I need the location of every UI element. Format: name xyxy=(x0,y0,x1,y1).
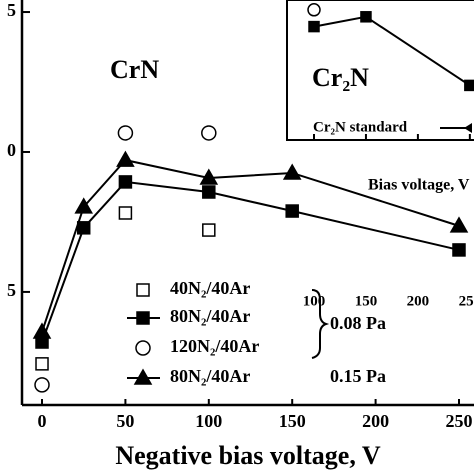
x-tick-label: 100 xyxy=(195,411,222,431)
marker xyxy=(464,79,474,92)
marker xyxy=(116,150,135,167)
marker xyxy=(74,197,94,214)
legend-brace xyxy=(311,289,330,359)
legend-label: 80N₂/40Ar xyxy=(170,306,250,326)
x-tick-label: 200 xyxy=(362,411,389,431)
marker xyxy=(202,185,216,199)
annotation: CrN xyxy=(110,55,159,84)
legend-marker xyxy=(133,368,153,385)
annotation: 0.15 Pa xyxy=(330,366,386,386)
x-tick-label: 250 xyxy=(459,293,474,309)
x-axis-label: Negative bias voltage, V xyxy=(115,441,380,470)
marker xyxy=(452,243,466,257)
marker xyxy=(202,223,216,237)
marker xyxy=(307,3,321,17)
marker xyxy=(449,216,469,233)
marker xyxy=(34,377,50,393)
marker xyxy=(199,168,219,185)
marker xyxy=(118,206,133,220)
marker xyxy=(32,322,52,339)
marker xyxy=(201,125,217,141)
legend-marker xyxy=(135,340,151,356)
legend-label: 80N₂/40Ar xyxy=(170,366,250,386)
y-tick-label: 5 xyxy=(7,0,16,20)
marker xyxy=(35,357,49,371)
arrow-head xyxy=(464,123,472,133)
x-tick-label: 0 xyxy=(38,411,47,431)
y-tick-label: 0 xyxy=(7,140,16,160)
marker xyxy=(308,20,320,33)
x-tick-label: 150 xyxy=(355,293,378,309)
x-tick-label: 100 xyxy=(303,293,326,309)
series-line xyxy=(41,158,460,333)
annotation: Cr₂N xyxy=(312,63,369,92)
y-tick-label: 5 xyxy=(7,280,16,300)
marker xyxy=(285,204,299,218)
legend-marker xyxy=(136,311,150,325)
x-tick-label: 50 xyxy=(116,411,134,431)
legend-label: 120N₂/40Ar xyxy=(170,336,259,356)
annotation: Cr₂N standard xyxy=(313,119,408,135)
marker xyxy=(360,11,372,23)
x-tick-label: 200 xyxy=(407,293,430,309)
legend-marker xyxy=(136,283,150,297)
marker xyxy=(118,175,133,189)
legend-label: 40N₂/40Ar xyxy=(170,278,250,298)
x-tick-label: 150 xyxy=(279,411,306,431)
marker xyxy=(282,163,302,180)
x-axis-label: Bias voltage, V xyxy=(368,177,470,194)
x-tick-label: 250 xyxy=(445,411,472,431)
annotation: 0.08 Pa xyxy=(330,313,386,333)
marker xyxy=(117,125,134,141)
series-line xyxy=(41,180,460,343)
marker xyxy=(76,221,91,235)
